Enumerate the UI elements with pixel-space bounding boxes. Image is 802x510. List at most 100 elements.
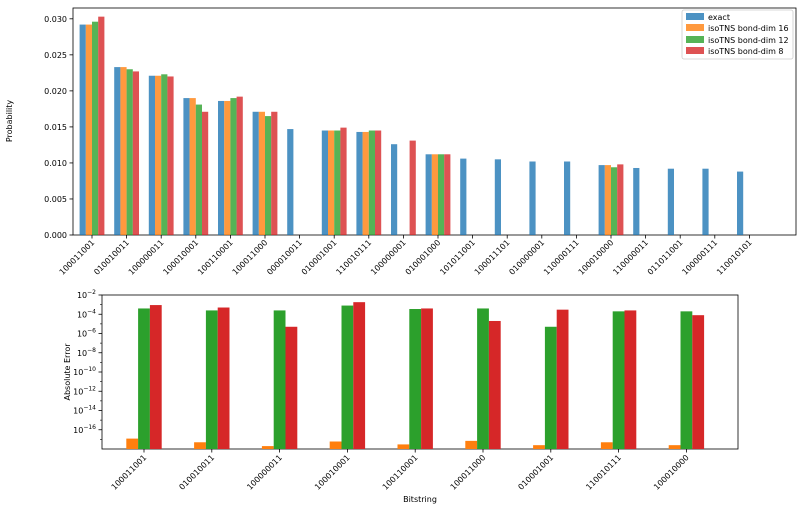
top-bars	[79, 16, 744, 236]
bar-bd12-100011001	[92, 21, 99, 235]
bottom-x-tick-label: 100010000	[652, 453, 691, 492]
top-y-tick-label: 0.010	[44, 159, 67, 168]
bottom-x-tick-label: 100000011	[245, 453, 284, 492]
legend-label-bd16: isoTNS bond-dim 16	[708, 24, 789, 33]
legend-swatch-bd16	[686, 24, 704, 31]
err-bar-bd8-010010011	[217, 307, 230, 449]
err-bar-bd12-110010111	[612, 311, 625, 449]
bottom-bars	[126, 302, 705, 449]
bar-bd8-100000011	[167, 76, 174, 236]
err-bar-bd8-100011001	[149, 305, 162, 449]
bottom-x-tick-label: 110010111	[584, 453, 623, 492]
err-bar-bd12-100110001	[409, 309, 422, 449]
legend-swatch-bd12	[686, 36, 704, 43]
err-bar-bd12-100010000	[680, 311, 693, 449]
bar-exact-011011001	[667, 168, 674, 235]
top-x-tick-label: 100011001	[58, 238, 97, 277]
err-bar-bd12-100011001	[138, 308, 150, 449]
bar-bd12-100110001	[230, 98, 237, 235]
err-bar-bd12-010001001	[544, 326, 557, 449]
bar-bd16-010001000	[431, 154, 438, 235]
bar-exact-010010011	[114, 67, 121, 235]
bar-exact-110010111	[356, 131, 363, 235]
bar-exact-000010011	[287, 129, 294, 235]
top-x-tick-label: 110000111	[542, 238, 581, 277]
top-y-tick-label: 0.025	[44, 51, 67, 60]
bar-bd16-100011000	[258, 111, 265, 235]
bar-exact-100110001	[218, 100, 225, 236]
bar-bd8-010010011	[132, 71, 139, 235]
bottom-x-tick-label: 010010011	[177, 453, 216, 492]
top-y-ticks: 0.000 0.005 0.010 0.015 0.020 0.025 0.030	[44, 15, 73, 240]
top-x-tick-label: 000010011	[265, 238, 304, 277]
top-x-tick-label: 101011001	[438, 238, 477, 277]
bar-exact-110010101	[737, 171, 744, 235]
top-x-tick-label: 010001000	[404, 238, 443, 277]
bar-exact-100000001	[391, 144, 398, 235]
bar-bd12-100010001	[195, 104, 202, 235]
bar-bd12-010010011	[126, 69, 133, 235]
bottom-x-tick-label: 100011000	[449, 453, 488, 492]
top-x-tick-label: 110010111	[334, 238, 373, 277]
bar-bd8-100010001	[202, 111, 209, 235]
err-bar-bd16-010010011	[194, 442, 206, 449]
bar-bd8-100011001	[98, 16, 105, 236]
err-bar-bd16-100011001	[126, 438, 139, 449]
bar-bd16-100000011	[155, 75, 162, 236]
bar-exact-110000111	[564, 161, 571, 235]
legend-swatch-bd8	[686, 47, 704, 54]
top-x-tick-label: 100000111	[680, 238, 719, 277]
bar-exact-100010000	[598, 165, 605, 235]
bar-bd12-100010000	[611, 167, 618, 235]
bottom-y-tick-label: 10−8	[77, 347, 96, 358]
err-bar-bd8-100010000	[692, 315, 705, 449]
top-x-tick-label: 100000001	[369, 238, 408, 277]
err-bar-bd12-010010011	[205, 310, 218, 449]
top-x-tick-label: 010010011	[92, 238, 131, 277]
bar-exact-100011001	[79, 24, 86, 235]
err-bar-bd16-100010001	[329, 441, 342, 449]
top-x-tick-label: 100010000	[577, 238, 616, 277]
bottom-y-tick-label: 10−10	[73, 366, 96, 377]
top-y-tick-label: 0.030	[44, 15, 67, 24]
legend-frame	[681, 9, 794, 60]
top-y-tick-label: 0.000	[44, 231, 67, 240]
err-bar-bd8-010001001	[556, 309, 569, 449]
bar-bd12-100000011	[161, 74, 168, 235]
bar-bd12-100011000	[265, 116, 272, 235]
err-bar-bd8-100011000	[488, 320, 501, 449]
top-x-tick-label: 100011000	[231, 238, 270, 277]
top-x-tick-label: 100011101	[473, 238, 512, 277]
bar-bd16-100110001	[224, 100, 231, 236]
bar-exact-100010001	[183, 98, 190, 235]
err-bar-bd16-010001001	[533, 445, 545, 449]
err-bar-bd8-100010001	[353, 302, 366, 449]
bottom-x-tick-label: 100011001	[110, 453, 149, 492]
bar-bd8-100110001	[236, 96, 243, 235]
bottom-x-ticks: 100011001 010010011 100000011 100010001 1001…	[110, 449, 691, 492]
err-bar-bd12-100000011	[273, 310, 286, 449]
bar-bd8-100011000	[271, 111, 278, 235]
legend-label-bd12: isoTNS bond-dim 12	[708, 36, 789, 45]
bar-exact-110000011	[633, 167, 640, 235]
top-x-tick-label: 011011001	[646, 238, 685, 277]
bar-bd16-010001001	[328, 130, 335, 235]
bar-bd16-010010011	[120, 67, 127, 235]
bottom-x-tick-label: 100110001	[381, 453, 420, 492]
bottom-y-tick-label: 10−4	[77, 308, 96, 319]
err-bar-bd12-100011000	[477, 308, 489, 449]
top-y-tick-label: 0.015	[44, 123, 67, 132]
bar-bd16-110010111	[362, 131, 369, 235]
bottom-y-axis-label: Absolute Error	[63, 343, 72, 401]
top-y-tick-label: 0.020	[44, 87, 67, 96]
err-bar-bd16-110010111	[600, 442, 613, 449]
top-x-tick-label: 100110001	[196, 238, 235, 277]
err-bar-bd8-100000011	[285, 326, 298, 449]
bar-bd8-010001001	[340, 127, 347, 235]
bottom-y-tick-label: 10−16	[73, 424, 96, 435]
bottom-y-ticks: 10−2 10−4 10−6 10−8 10−10 10−12 10−14 10−16	[73, 289, 102, 440]
err-bar-bd12-100010001	[341, 305, 354, 449]
bottom-x-axis-label: Bitstring	[403, 495, 437, 504]
err-bar-bd16-100110001	[397, 444, 410, 449]
